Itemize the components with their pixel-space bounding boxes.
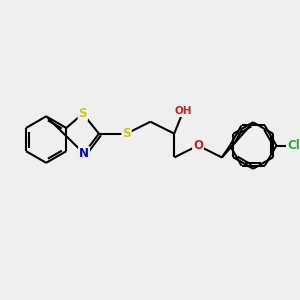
Text: S: S bbox=[122, 127, 131, 140]
Text: O: O bbox=[193, 139, 203, 152]
Text: N: N bbox=[79, 147, 89, 160]
Text: OH: OH bbox=[174, 106, 192, 116]
Text: S: S bbox=[79, 107, 87, 120]
Text: Cl: Cl bbox=[287, 139, 300, 152]
